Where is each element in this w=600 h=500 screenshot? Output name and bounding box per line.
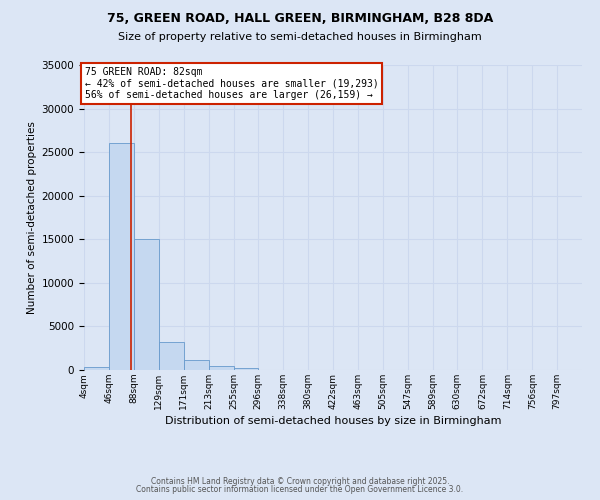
Bar <box>134 240 158 370</box>
Text: 75 GREEN ROAD: 82sqm
← 42% of semi-detached houses are smaller (19,293)
56% of s: 75 GREEN ROAD: 82sqm ← 42% of semi-detac… <box>85 66 379 100</box>
Bar <box>209 366 233 370</box>
Text: Size of property relative to semi-detached houses in Birmingham: Size of property relative to semi-detach… <box>118 32 482 42</box>
Text: 75, GREEN ROAD, HALL GREEN, BIRMINGHAM, B28 8DA: 75, GREEN ROAD, HALL GREEN, BIRMINGHAM, … <box>107 12 493 26</box>
Bar <box>184 360 209 370</box>
Bar <box>158 342 184 370</box>
X-axis label: Distribution of semi-detached houses by size in Birmingham: Distribution of semi-detached houses by … <box>165 416 501 426</box>
Bar <box>233 368 258 370</box>
Y-axis label: Number of semi-detached properties: Number of semi-detached properties <box>28 121 37 314</box>
Bar <box>84 366 109 370</box>
Text: Contains public sector information licensed under the Open Government Licence 3.: Contains public sector information licen… <box>136 485 464 494</box>
Bar <box>109 144 134 370</box>
Text: Contains HM Land Registry data © Crown copyright and database right 2025.: Contains HM Land Registry data © Crown c… <box>151 477 449 486</box>
